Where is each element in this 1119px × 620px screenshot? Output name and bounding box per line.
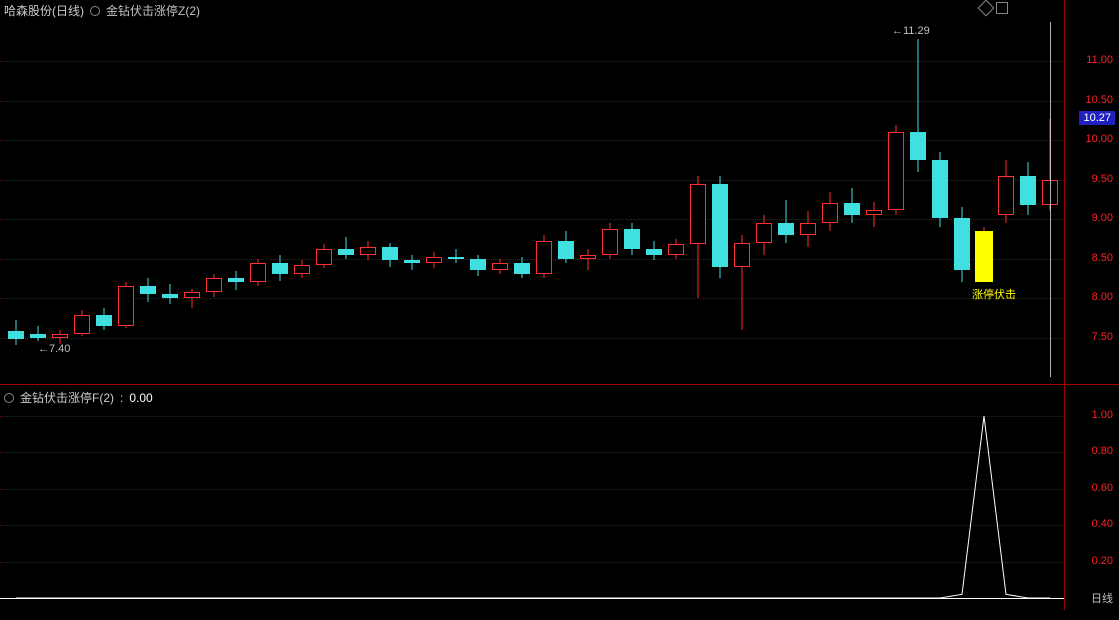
main-gridline [0,338,1064,339]
main-gridline [0,101,1064,102]
main-indicator-title: 金钻伏击涨停Z(2) [106,2,200,19]
low-price-annot: ←7.40 [38,343,70,355]
signal-text-annot: 涨停伏击 [972,286,1016,302]
candle [250,0,266,384]
signal-highlight-bar [975,231,993,282]
sub-indicator-line [0,385,1065,610]
main-gridline [0,140,1064,141]
candle [8,0,24,384]
candle [646,0,662,384]
main-gridline [0,259,1064,260]
main-ytick-label: 11.00 [1086,54,1113,66]
square-icon[interactable] [996,2,1008,14]
candle [690,0,706,384]
candle [734,0,750,384]
sub-title-row: 金钻伏击涨停F(2) : 0.00 [4,389,153,406]
candle [30,0,46,384]
sub-indicator-dot-icon [4,393,14,403]
high-price-annot: ←11.29 [892,25,930,37]
candle [74,0,90,384]
main-ytick-label: 7.50 [1092,331,1113,343]
candle [844,0,860,384]
candle [536,0,552,384]
sub-indicator-path [16,416,1050,598]
candle [448,0,464,384]
candle [404,0,420,384]
candle [206,0,222,384]
current-price-box: 10.27 [1079,111,1115,125]
main-ytick-label: 10.00 [1085,133,1113,145]
main-chart-panel[interactable]: 哈森股份(日线) 金钻伏击涨停Z(2) ←7.40 ←11.29 涨停伏击 [0,0,1065,385]
main-ytick-label: 10.50 [1085,94,1113,106]
main-ytick-label: 8.50 [1092,252,1113,264]
candle [184,0,200,384]
candle [162,0,178,384]
main-gridline [0,180,1064,181]
candle [998,0,1014,384]
candle [624,0,640,384]
sub-indicator-title: 金钻伏击涨停F(2) [20,389,114,406]
candle [96,0,112,384]
candle [712,0,728,384]
candle [976,0,992,384]
candle [866,0,882,384]
candle [602,0,618,384]
main-gridline [0,298,1064,299]
sub-bottom-label: 日线 [1091,590,1113,606]
candle [492,0,508,384]
candle [272,0,288,384]
sub-ytick-label: 0.60 [1092,482,1113,494]
top-corner-icons [980,2,1008,14]
main-ytick-label: 9.50 [1092,173,1113,185]
sub-y-axis: 0.20 0.40 0.60 0.80 1.00 日线 [1065,385,1119,610]
candle [360,0,376,384]
sub-ytick-label: 0.20 [1092,555,1113,567]
candle [426,0,442,384]
main-y-axis: 7.50 8.00 8.50 9.00 9.50 10.00 10.50 11.00 10.2… [1065,0,1119,385]
candle [118,0,134,384]
stock-title: 哈森股份(日线) [4,2,84,19]
candle [338,0,354,384]
candle [558,0,574,384]
main-ytick-label: 9.00 [1092,212,1113,224]
sub-ytick-label: 1.00 [1092,409,1113,421]
sub-chart-panel[interactable]: 金钻伏击涨停F(2) : 0.00 [0,385,1065,610]
main-ytick-label: 8.00 [1092,291,1113,303]
candle [668,0,684,384]
main-gridline [0,61,1064,62]
main-gridline [0,219,1064,220]
candle [778,0,794,384]
sub-colon: : [120,391,123,405]
candle [954,0,970,384]
candle [800,0,816,384]
candle [52,0,68,384]
cursor-vertical-line [1050,22,1051,377]
candle [932,0,948,384]
candle [514,0,530,384]
candle [294,0,310,384]
candle [140,0,156,384]
candle [382,0,398,384]
candle [888,0,904,384]
main-title-row: 哈森股份(日线) 金钻伏击涨停Z(2) [4,2,200,19]
candle [228,0,244,384]
sub-ytick-label: 0.40 [1092,518,1113,530]
sub-indicator-value: 0.00 [129,391,152,405]
candle [580,0,596,384]
indicator-dot-icon [90,6,100,16]
candle [316,0,332,384]
candle [822,0,838,384]
candle [1020,0,1036,384]
candle [910,0,926,384]
candle [470,0,486,384]
candle [756,0,772,384]
sub-ytick-label: 0.80 [1092,445,1113,457]
